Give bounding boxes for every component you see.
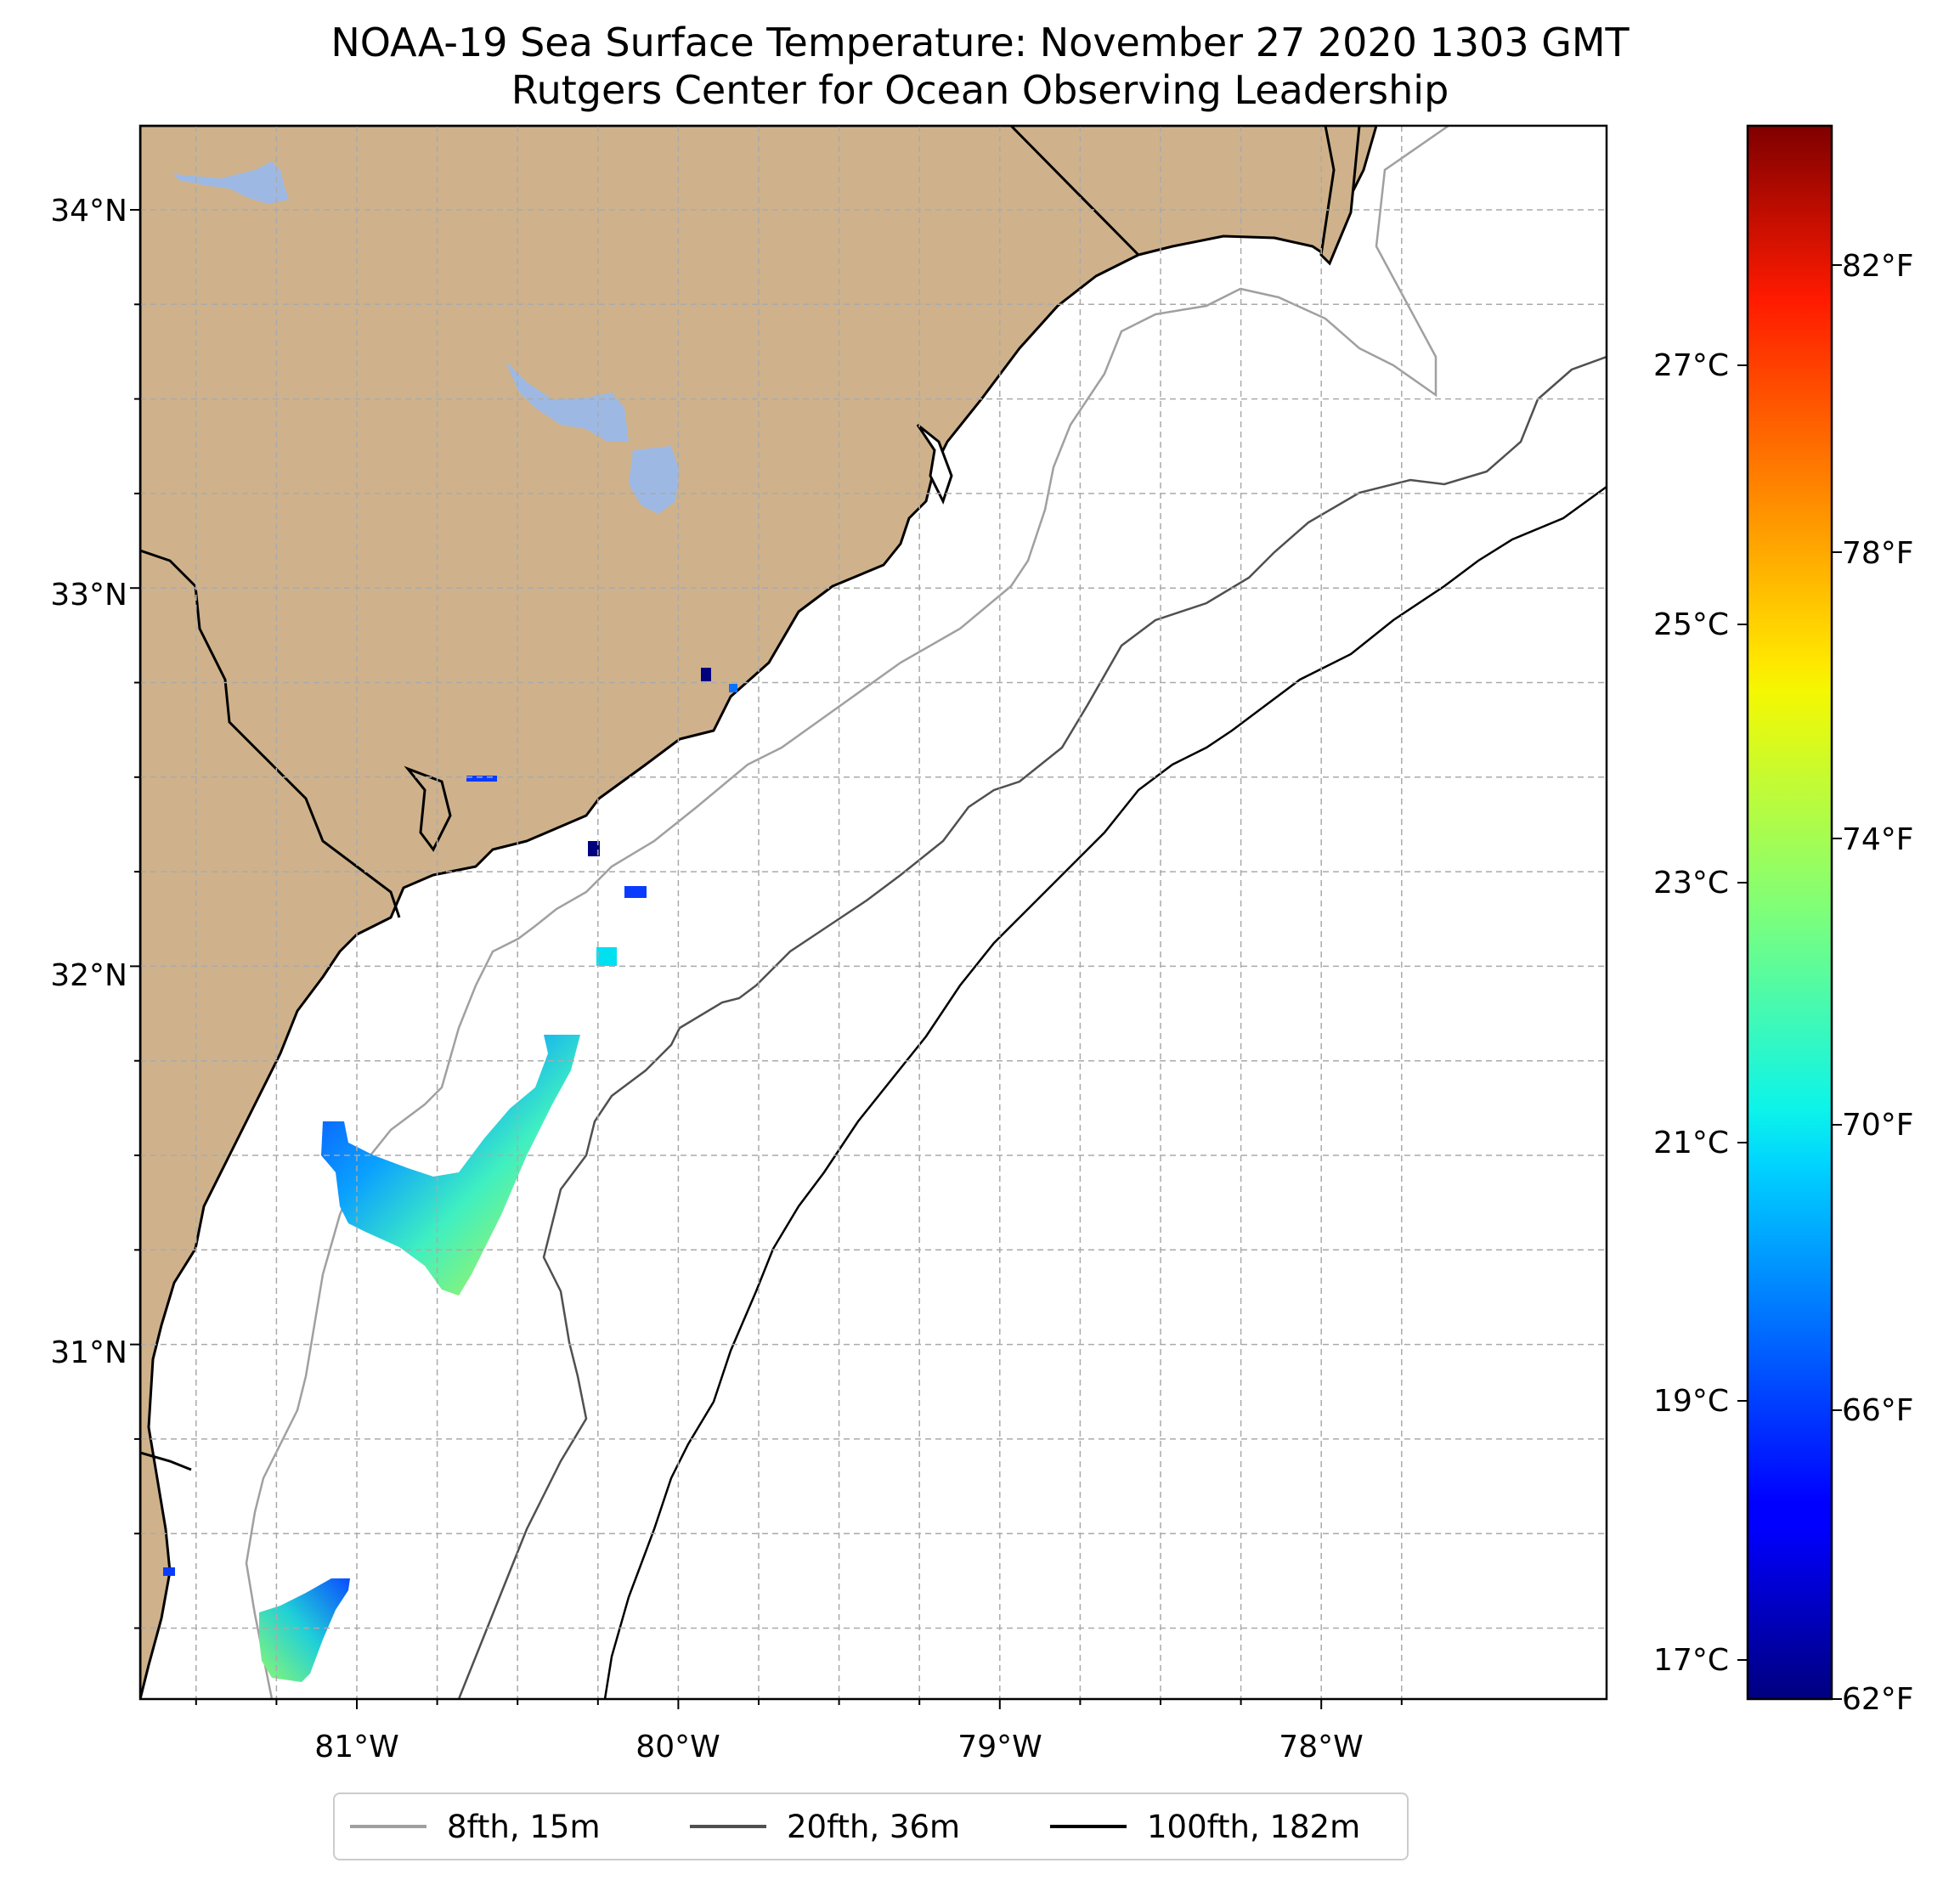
- lat-label: 31°N: [50, 1335, 127, 1370]
- legend-item-20fth: 20fth, 36m: [690, 1794, 960, 1859]
- lon-label: 81°W: [314, 1730, 398, 1764]
- sst-patch: [321, 1035, 580, 1296]
- legend-label: 20fth, 36m: [787, 1808, 961, 1845]
- lake: [629, 446, 680, 514]
- legend-item-100fth: 100fth, 182m: [1050, 1794, 1360, 1859]
- state-boundary: [140, 549, 401, 918]
- state-boundary: [140, 1451, 192, 1471]
- lon-label: 79°W: [957, 1730, 1042, 1764]
- lon-label: 78°W: [1279, 1730, 1363, 1764]
- celsius-label: 23°C: [1653, 866, 1729, 900]
- celsius-label: 21°C: [1653, 1126, 1729, 1160]
- lat-label: 32°N: [50, 958, 127, 993]
- isobath-100fth: [603, 485, 1607, 1699]
- barrier-island: [404, 765, 452, 852]
- isobath-legend: 8fth, 15m 20fth, 36m 100fth, 182m: [333, 1792, 1409, 1860]
- colorbar-ticks: [1737, 264, 1842, 1700]
- lat-label: 34°N: [50, 194, 127, 229]
- isobath-8fth: [245, 126, 1449, 1699]
- coastal-inlet: [916, 423, 953, 505]
- fahrenheit-label: 62°F: [1842, 1682, 1914, 1717]
- fahrenheit-label: 82°F: [1842, 249, 1914, 284]
- axis-ticks: [130, 209, 1403, 1709]
- legend-line: [690, 1825, 766, 1828]
- lat-label: 33°N: [50, 578, 127, 613]
- fahrenheit-label: 70°F: [1842, 1108, 1914, 1143]
- state-boundary: [1009, 126, 1140, 257]
- map-subtitle: Rutgers Center for Ocean Observing Leade…: [511, 67, 1449, 113]
- celsius-label: 27°C: [1653, 348, 1729, 383]
- fahrenheit-label: 74°F: [1842, 822, 1914, 857]
- celsius-label: 19°C: [1653, 1384, 1729, 1419]
- celsius-label: 25°C: [1653, 607, 1729, 642]
- legend-item-8fth: 8fth, 15m: [350, 1794, 601, 1859]
- sst-pixel: [163, 1567, 175, 1576]
- legend-label: 8fth, 15m: [447, 1808, 601, 1845]
- sst-pixel: [466, 776, 497, 782]
- sst-pixel: [729, 684, 737, 692]
- legend-line: [350, 1825, 426, 1828]
- celsius-label: 17°C: [1653, 1643, 1729, 1678]
- lake: [174, 161, 289, 204]
- lon-label: 80°W: [635, 1730, 720, 1764]
- sst-pixel: [624, 886, 647, 898]
- legend-line: [1050, 1825, 1127, 1828]
- isobath-20fth: [457, 355, 1607, 1699]
- sst-pixel: [588, 841, 600, 856]
- sst-pixel: [596, 947, 617, 966]
- colorbar: [1746, 124, 1833, 1701]
- fahrenheit-label: 66°F: [1842, 1393, 1914, 1428]
- gridlines: [140, 126, 1607, 1699]
- map-title: NOAA-19 Sea Surface Temperature: Novembe…: [330, 20, 1630, 65]
- barrier-island: [1319, 126, 1361, 266]
- legend-label: 100fth, 182m: [1147, 1808, 1361, 1845]
- map-frame: [138, 124, 1608, 1701]
- fahrenheit-label: 78°F: [1842, 536, 1914, 571]
- sst-patch: [259, 1578, 350, 1682]
- sst-pixel: [701, 668, 711, 681]
